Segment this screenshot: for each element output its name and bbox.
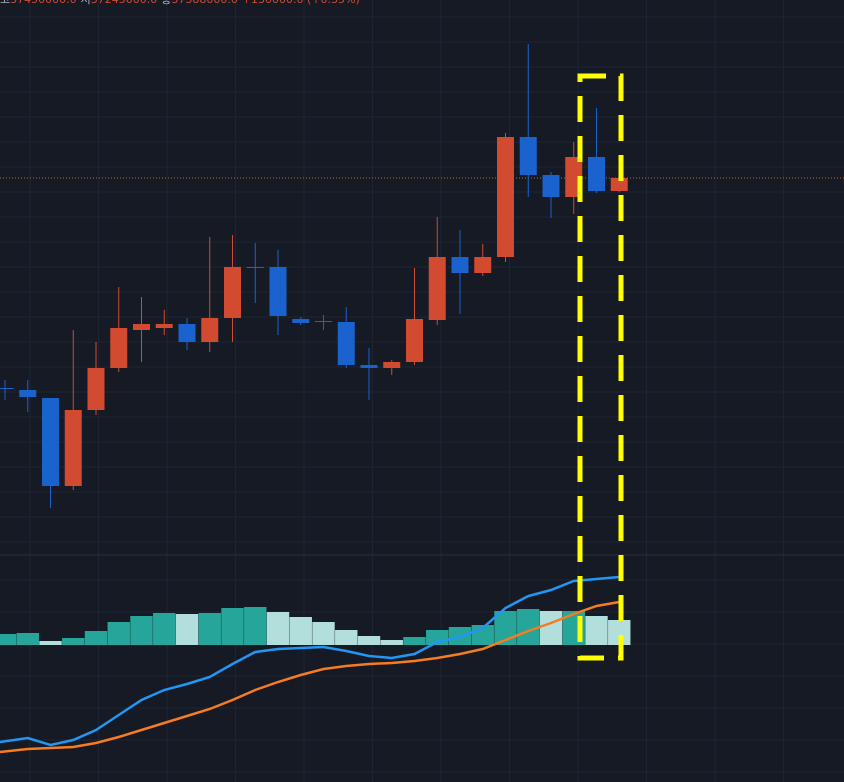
candle-body — [383, 362, 401, 368]
header-value: 37245000.0 — [91, 0, 157, 6]
candle-body — [87, 368, 105, 410]
candle-body — [360, 365, 378, 368]
histogram-bar — [357, 636, 381, 645]
histogram-bar — [16, 633, 39, 645]
candle-body — [497, 137, 514, 257]
candle-body — [519, 137, 537, 175]
ohlc-header: 고37450000.0 저37245000.0 종37388000.0 +130000… — [0, 0, 360, 6]
histogram-bar — [312, 622, 335, 645]
header-value: 37450000.0 — [10, 0, 76, 6]
histogram-bar — [539, 611, 563, 645]
histogram-bar — [0, 634, 17, 645]
candle-body — [588, 157, 605, 191]
histogram-bar — [107, 622, 130, 645]
histogram-bar — [289, 617, 312, 645]
candle-body — [42, 398, 59, 486]
candle-body — [428, 257, 446, 320]
histogram-bar — [266, 612, 290, 645]
candle-body — [224, 267, 241, 318]
candle-body — [474, 257, 492, 273]
candle-body — [133, 324, 150, 330]
histogram-bar — [175, 614, 199, 645]
candle-body — [269, 267, 287, 316]
header-value: +130000.0 (+0.35%) — [242, 0, 360, 6]
candle-body — [451, 257, 469, 273]
candle-body — [246, 267, 264, 268]
header-label: 종 — [161, 0, 171, 6]
candle-body — [178, 324, 196, 342]
highlight-box — [577, 73, 624, 661]
candle-body — [19, 390, 37, 397]
histogram-bar — [403, 637, 426, 645]
histogram-bar — [153, 613, 176, 645]
histogram-bar — [335, 630, 358, 645]
candle-body — [0, 388, 14, 389]
histogram-bar — [244, 607, 267, 645]
histogram-bar — [62, 638, 85, 645]
histogram-bar — [39, 641, 62, 645]
header-value: 37388000.0 — [171, 0, 237, 6]
histogram-bar — [221, 608, 244, 645]
histogram-bar — [380, 640, 403, 645]
macd-line — [0, 575, 620, 747]
candle-body — [201, 318, 219, 342]
candle-body — [610, 178, 628, 191]
histogram-bar — [608, 620, 631, 645]
candle-body — [406, 319, 423, 362]
histogram-bar — [585, 616, 608, 645]
header-label: 저 — [81, 0, 91, 6]
macd-line — [0, 600, 620, 754]
histogram-bar — [130, 616, 153, 645]
header-label: 고 — [0, 0, 10, 6]
candle-body — [315, 321, 332, 322]
candle-body — [110, 328, 128, 368]
candle-body — [155, 324, 173, 328]
histogram-bar — [198, 613, 221, 645]
candle-body — [64, 410, 82, 486]
histogram-bar — [84, 631, 108, 645]
candle-body — [292, 319, 310, 323]
histogram-bar — [517, 609, 540, 645]
candle-body — [542, 175, 560, 197]
candle-body — [337, 322, 355, 365]
